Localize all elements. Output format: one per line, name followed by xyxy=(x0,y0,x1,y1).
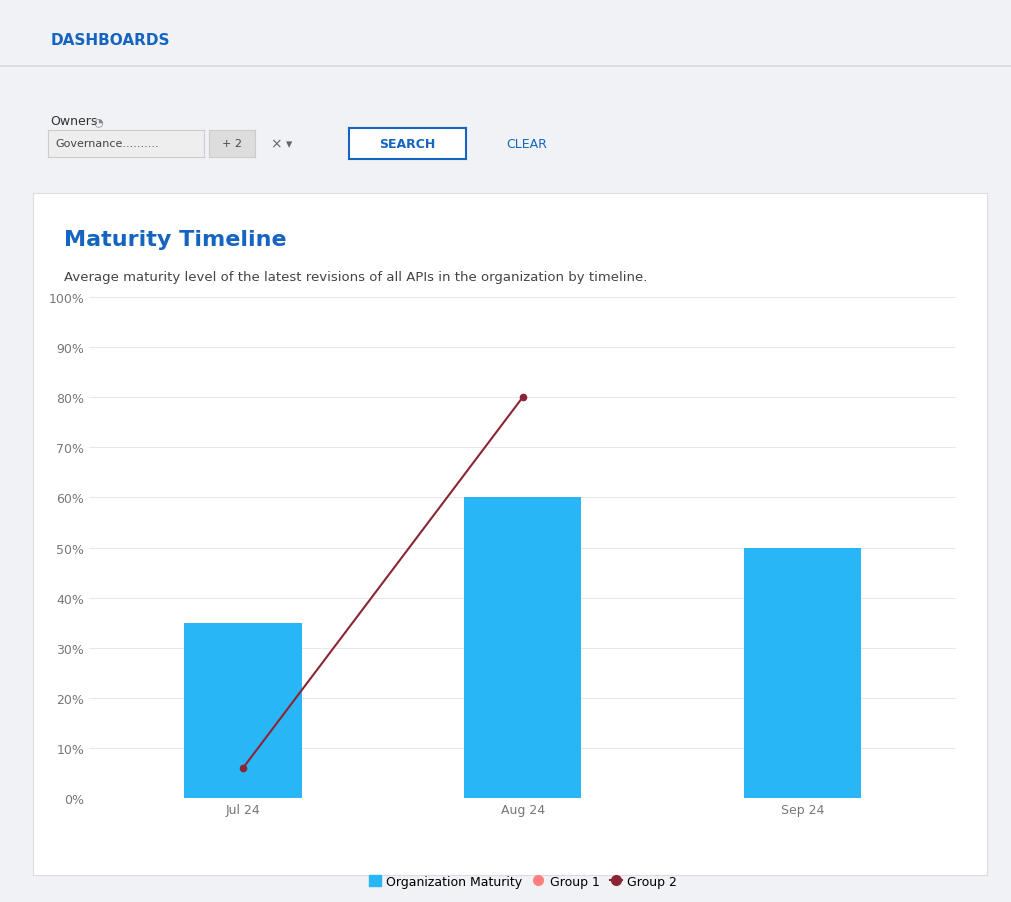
Text: Governance..........: Governance.......... xyxy=(56,139,159,150)
Text: ▾: ▾ xyxy=(286,138,292,151)
Bar xyxy=(743,548,860,798)
Text: ◔: ◔ xyxy=(93,116,103,127)
Text: Maturity Timeline: Maturity Timeline xyxy=(64,230,286,250)
Bar xyxy=(184,623,301,798)
Text: CLEAR: CLEAR xyxy=(506,138,546,151)
Legend: Organization Maturity, Group 1, Group 2: Organization Maturity, Group 1, Group 2 xyxy=(363,870,681,893)
Text: SEARCH: SEARCH xyxy=(379,138,435,151)
Bar xyxy=(463,498,581,798)
Text: ×: × xyxy=(270,137,281,152)
Text: Owners: Owners xyxy=(51,115,98,128)
Text: Average maturity level of the latest revisions of all APIs in the organization b: Average maturity level of the latest rev… xyxy=(64,271,646,283)
Text: + 2: + 2 xyxy=(222,139,242,150)
Text: DASHBOARDS: DASHBOARDS xyxy=(51,33,170,48)
